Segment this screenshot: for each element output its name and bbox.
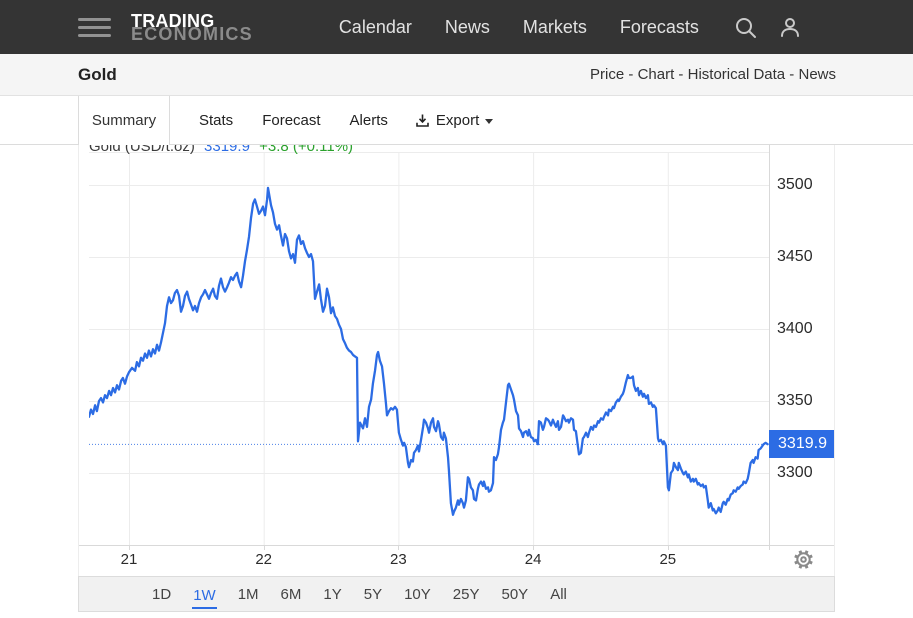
trading-economics-logo[interactable]: TRADING ECONOMICS — [131, 10, 253, 44]
x-axis-label-22: 22 — [255, 551, 273, 568]
y-axis-label-3450: 3450 — [777, 248, 813, 265]
range-button-25y[interactable]: 25Y — [452, 585, 480, 603]
breadcrumb-link-news[interactable]: News — [798, 66, 836, 83]
y-axis-label-3500: 3500 — [777, 176, 813, 193]
nav-link-news[interactable]: News — [444, 16, 490, 37]
chart-title: Gold (USD/t.oz) 3319.9 +3.8 (+0.11%) — [89, 145, 353, 155]
tab-stats[interactable]: Stats — [199, 111, 234, 129]
range-button-1y[interactable]: 1Y — [323, 585, 342, 603]
nav-link-calendar[interactable]: Calendar — [338, 16, 412, 37]
x-axis-tick — [667, 546, 669, 550]
chart-instrument-label: Gold (USD/t.oz) — [89, 145, 195, 155]
range-button-6m[interactable]: 6M — [280, 585, 302, 603]
nav-link-forecasts[interactable]: Forecasts — [619, 16, 699, 37]
tab-alerts[interactable]: Alerts — [349, 111, 388, 129]
tab-summary[interactable]: Summary — [78, 96, 170, 145]
tab-forecast[interactable]: Forecast — [262, 111, 321, 129]
y-axis-label-3350: 3350 — [777, 392, 813, 409]
user-icon[interactable] — [778, 15, 802, 40]
y-axis-label-3400: 3400 — [777, 320, 813, 337]
logo-line1: TRADING — [131, 10, 215, 31]
price-chart-svg — [89, 152, 769, 545]
breadcrumb-link-historical-data[interactable]: Historical Data — [687, 66, 786, 83]
logo-line2: ECONOMICS — [131, 23, 253, 44]
time-range-bar: 1D 1W 1M 6M 1Y 5Y 10Y 25Y 50Y All — [78, 576, 835, 612]
range-button-50y[interactable]: 50Y — [501, 585, 529, 603]
gear-icon[interactable] — [793, 549, 814, 570]
tab-list: Stats Forecast Alerts — [170, 96, 388, 144]
top-navbar: TRADING ECONOMICS Calendar News Markets For… — [0, 0, 913, 54]
x-axis-label-24: 24 — [524, 551, 542, 568]
range-button-5y[interactable]: 5Y — [363, 585, 383, 603]
range-button-1d[interactable]: 1D — [152, 585, 172, 603]
chevron-down-icon — [485, 118, 494, 124]
range-button-1w[interactable]: 1W — [192, 585, 217, 609]
download-icon — [416, 114, 429, 127]
range-button-all[interactable]: All — [550, 585, 567, 603]
export-label: Export — [435, 111, 480, 129]
page-title: Gold — [78, 64, 117, 84]
export-dropdown[interactable]: Export — [415, 96, 494, 144]
x-axis-tick — [263, 546, 265, 550]
x-axis-label-25: 25 — [659, 551, 677, 568]
x-axis-label-21: 21 — [120, 551, 138, 568]
breadcrumb: Gold Price - Chart - Historical Data - N… — [0, 54, 913, 96]
nav-link-markets[interactable]: Markets — [522, 16, 587, 37]
x-axis-label-23: 23 — [390, 551, 407, 568]
tab-bar: Summary Stats Forecast Alerts Export — [0, 96, 913, 145]
range-button-10y[interactable]: 10Y — [404, 585, 431, 603]
x-axis-tick — [129, 546, 130, 550]
x-axis-tick — [533, 546, 535, 550]
breadcrumb-link-chart[interactable]: Chart — [637, 66, 675, 83]
y-axis-line — [769, 145, 770, 550]
chart-card: Gold (USD/t.oz) 3319.9 +3.8 (+0.11%) 331… — [78, 145, 835, 576]
menu-icon[interactable] — [78, 13, 111, 42]
chart-price-value: 3319.9 — [204, 145, 250, 155]
y-axis-label-3300: 3300 — [777, 464, 813, 481]
search-icon[interactable] — [733, 15, 758, 40]
x-axis-line — [79, 545, 834, 546]
breadcrumb-links: Price - Chart - Historical Data - News — [590, 66, 836, 83]
chart-price-change: +3.8 (+0.11%) — [259, 145, 354, 155]
gold-price-line — [89, 186, 769, 516]
breadcrumb-link-price[interactable]: Price — [590, 66, 625, 83]
range-button-1m[interactable]: 1M — [237, 585, 259, 603]
current-price-badge: 3319.9 — [769, 430, 834, 459]
x-axis-tick — [398, 546, 400, 550]
nav-links: Calendar News Markets Forecasts — [339, 17, 699, 38]
x-axis-tick — [769, 546, 770, 550]
